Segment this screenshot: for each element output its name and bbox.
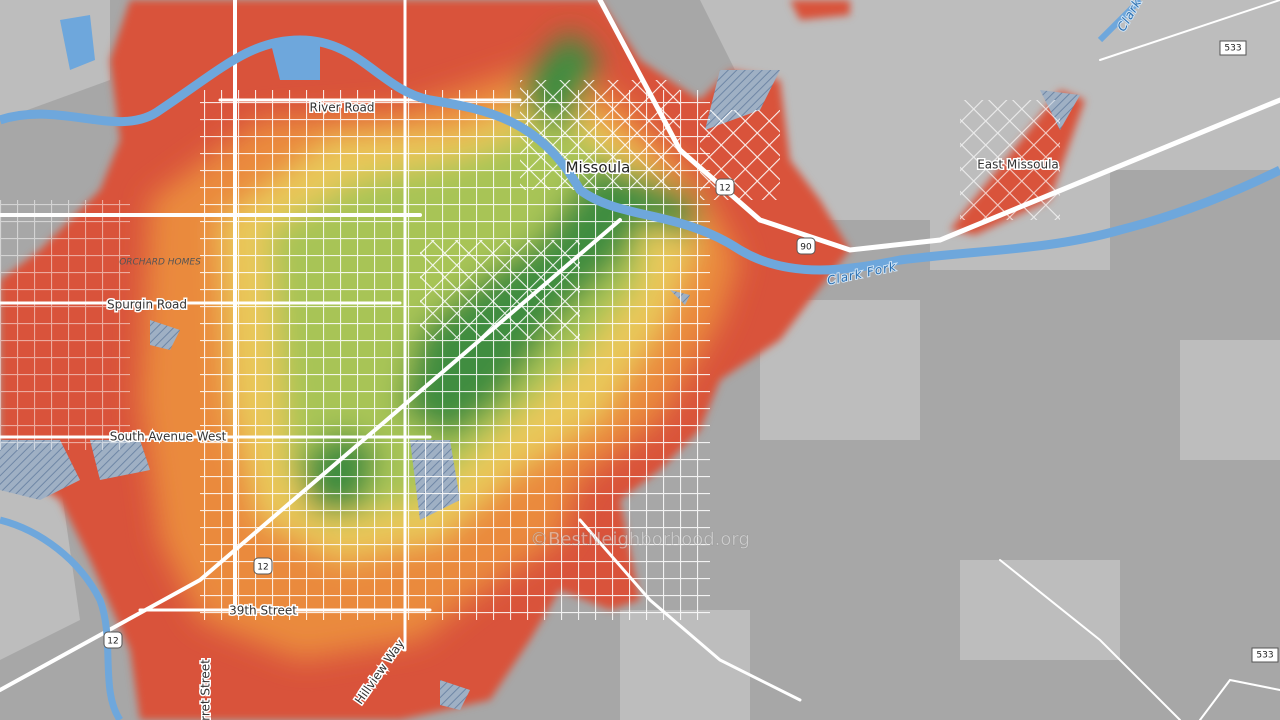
route-shield: 12 xyxy=(715,178,735,196)
shield-number: 12 xyxy=(107,637,118,647)
shield-number: 533 xyxy=(1256,651,1273,661)
shield-number: 90 xyxy=(800,243,812,253)
river-branch xyxy=(1097,0,1143,43)
route-shield: 12 xyxy=(103,631,123,649)
road-label: River Road xyxy=(309,101,374,115)
route-shield: 12 xyxy=(253,557,273,575)
road-grid xyxy=(0,80,1060,620)
shield-number: 12 xyxy=(257,563,268,573)
road-label: 39th Street xyxy=(229,604,297,618)
shield-number: 533 xyxy=(1224,44,1241,54)
place-label: East Missoula xyxy=(977,158,1059,172)
ponds xyxy=(60,15,320,80)
road-label: South Avenue West xyxy=(110,430,227,444)
road-label: Spurgin Road xyxy=(107,298,187,312)
place-label: Missoula xyxy=(566,159,631,177)
route-shield: 533 xyxy=(1219,40,1247,56)
river-branch xyxy=(0,516,124,720)
shield-number: 12 xyxy=(719,184,730,194)
river xyxy=(0,35,1280,275)
route-shield: 533 xyxy=(1251,647,1279,663)
area-label: ORCHARD HOMES xyxy=(119,258,201,268)
shields: 12 12 12 90 533 533 xyxy=(103,40,1279,663)
road-label: rret Street xyxy=(199,659,213,720)
watermark: ©BestNeighborhood.org xyxy=(530,529,750,550)
route-shield: 90 xyxy=(796,237,816,255)
